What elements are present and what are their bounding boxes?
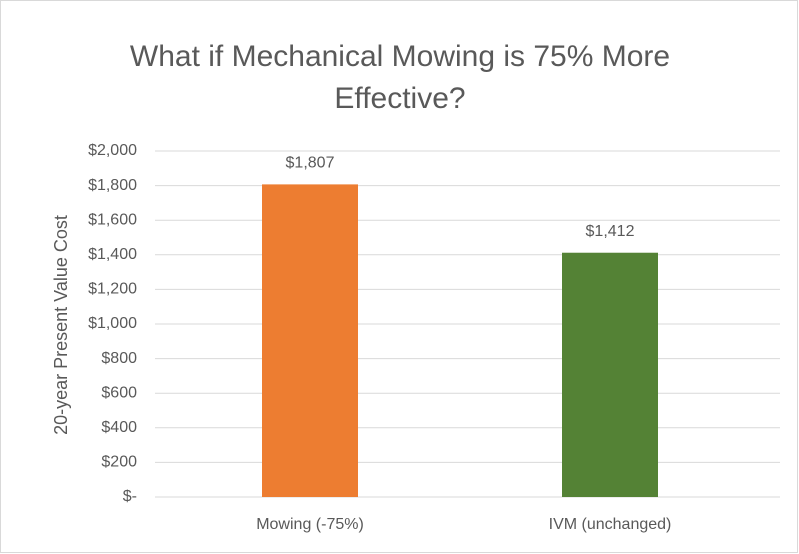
bar xyxy=(262,184,358,497)
x-tick-label: IVM (unchanged) xyxy=(549,516,672,533)
bar xyxy=(562,252,658,497)
y-tick-label: $1,800 xyxy=(88,177,137,194)
y-tick-label: $600 xyxy=(101,384,137,401)
y-axis-label: 20-year Present Value Cost xyxy=(51,215,71,435)
x-tick-label: Mowing (-75%) xyxy=(256,516,364,533)
data-label: $1,807 xyxy=(286,155,335,172)
y-tick-label: $800 xyxy=(101,350,137,367)
y-tick-label: $1,400 xyxy=(88,246,137,263)
y-tick-label: $2,000 xyxy=(88,142,137,159)
y-tick-label: $400 xyxy=(101,419,137,436)
chart-title: What if Mechanical Mowing is 75% More Ef… xyxy=(129,40,671,115)
data-label: $1,412 xyxy=(586,223,635,240)
y-tick-label: $1,000 xyxy=(88,315,137,332)
y-tick-label: $1,200 xyxy=(88,281,137,298)
y-tick-label: $200 xyxy=(101,454,137,471)
y-tick-label: $- xyxy=(123,488,137,505)
y-tick-label: $1,600 xyxy=(88,211,137,228)
